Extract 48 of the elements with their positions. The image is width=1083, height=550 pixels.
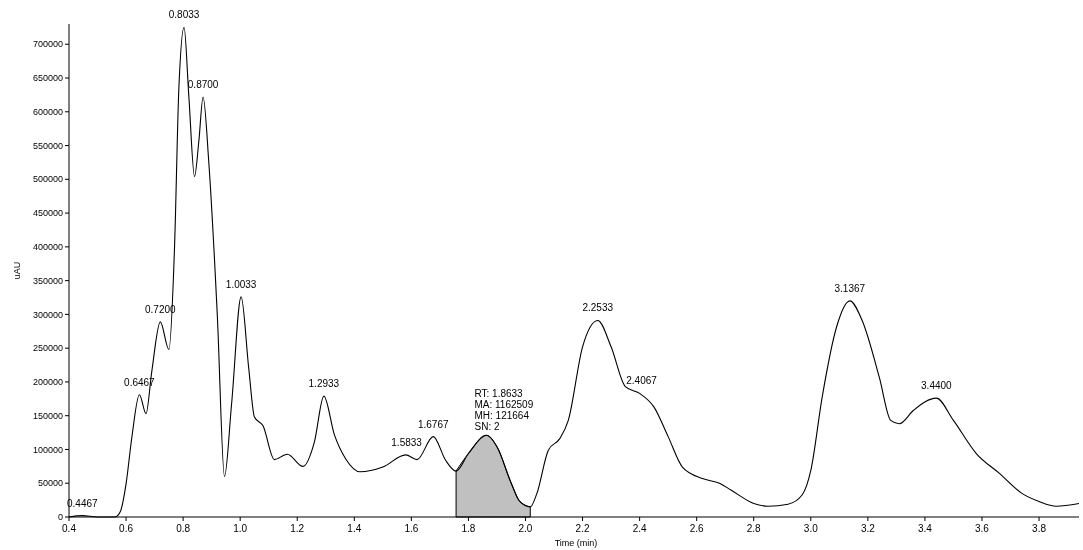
y-tick-label: 350000 xyxy=(32,275,63,286)
y-tick-label: 500000 xyxy=(32,174,63,185)
annotation: 0.4467 xyxy=(67,497,99,509)
x-tick-label: 3.0 xyxy=(803,523,819,534)
y-tick-label: 50000 xyxy=(37,478,63,489)
annotation: 2.4067 xyxy=(626,375,658,387)
x-tick-label: 3.6 xyxy=(975,523,990,534)
annotation: 1.0033 xyxy=(225,278,257,290)
x-axis-title: Time (min) xyxy=(554,538,598,548)
y-tick-label: 0 xyxy=(57,512,63,523)
x-tick-label: 2.0 xyxy=(518,523,533,534)
x-tick-label: 3.4 xyxy=(917,523,933,534)
x-tick-label: 0.8 xyxy=(176,523,191,534)
y-tick-label: 400000 xyxy=(32,242,63,253)
annotation: 1.5833 xyxy=(391,436,423,448)
x-tick-label: 1.0 xyxy=(233,523,248,534)
annotation: 3.1367 xyxy=(834,282,866,294)
x-tick-label: 2.2 xyxy=(575,523,590,534)
annotation: 1.2933 xyxy=(308,378,340,390)
x-tick-label: 1.4 xyxy=(347,523,362,534)
y-tick-label: 100000 xyxy=(32,444,63,455)
x-tick-label: 1.8 xyxy=(461,523,476,534)
annotation: 3.4400 xyxy=(921,380,953,392)
y-tick-label: 300000 xyxy=(32,309,63,320)
annotation: RT: 1.8633 MA: 1162509 MH: 121664 SN: 2 xyxy=(474,388,534,433)
annotation: 0.8033 xyxy=(168,9,200,21)
y-tick-label: 450000 xyxy=(32,208,63,219)
y-tick-label: 600000 xyxy=(32,106,63,117)
x-tick-label: 0.6 xyxy=(119,523,134,534)
annotation: 0.7200 xyxy=(145,303,177,315)
x-tick-label: 0.4 xyxy=(62,523,77,534)
annotation: 1.6767 xyxy=(417,418,449,430)
y-tick-label: 550000 xyxy=(32,140,63,151)
annotation: 2.2533 xyxy=(582,302,614,314)
y-tick-label: 700000 xyxy=(32,39,63,50)
y-axis-title: uAU xyxy=(12,261,22,280)
y-tick-label: 650000 xyxy=(32,73,63,84)
x-tick-label: 2.8 xyxy=(746,523,762,534)
x-tick-label: 2.6 xyxy=(689,523,705,534)
y-tick-label: 250000 xyxy=(32,343,63,354)
y-tick-label: 200000 xyxy=(32,377,63,388)
x-tick-label: 2.4 xyxy=(632,523,648,534)
x-tick-label: 3.2 xyxy=(860,523,876,534)
x-tick-label: 1.2 xyxy=(290,523,305,534)
x-tick-label: 3.8 xyxy=(1032,523,1047,534)
x-tick-label: 1.6 xyxy=(404,523,419,534)
annotation: 0.8700 xyxy=(187,78,219,90)
y-tick-label: 150000 xyxy=(32,410,63,421)
